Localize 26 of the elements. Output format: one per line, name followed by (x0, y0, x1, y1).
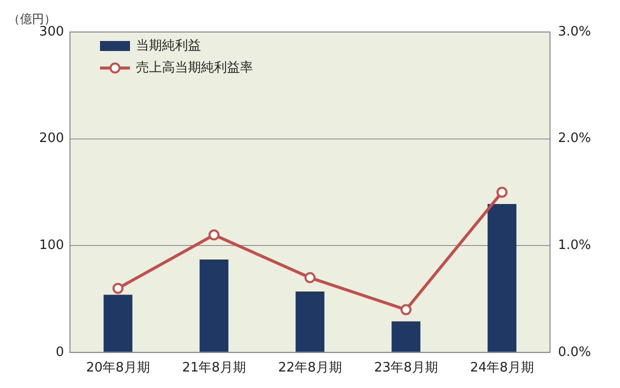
x-tick-label: 20年8月期 (86, 360, 150, 376)
point (304, 272, 316, 284)
bar (200, 259, 228, 352)
y2-tick-label: 1.0% (558, 238, 592, 253)
legend-label: 当期純利益 (136, 38, 201, 54)
y2-tick-label: 3.0% (558, 24, 592, 40)
point (208, 229, 220, 240)
bar (296, 292, 324, 352)
x-tick-label: 21年8月期 (182, 360, 246, 376)
y-tick-label: 0 (56, 344, 64, 360)
bar (104, 294, 132, 352)
y-axis-title: （億円） (8, 12, 56, 26)
x-tick-label: 22年8月期 (278, 360, 342, 376)
y-tick-label: 100 (39, 238, 64, 253)
y-tick-label: 200 (39, 131, 64, 146)
point (496, 186, 508, 198)
bar (488, 204, 516, 352)
y-tick-label: 300 (39, 24, 64, 40)
y2-tick-label: 0.0% (558, 344, 592, 360)
point (400, 304, 412, 316)
legend-label: 売上高当期純利益率 (136, 59, 253, 76)
point (112, 282, 124, 294)
y2-tick-label: 2.0% (558, 131, 592, 146)
bar (392, 321, 420, 352)
x-tick-label: 23年8月期 (374, 360, 438, 376)
x-tick-label: 24年8月期 (470, 360, 534, 376)
